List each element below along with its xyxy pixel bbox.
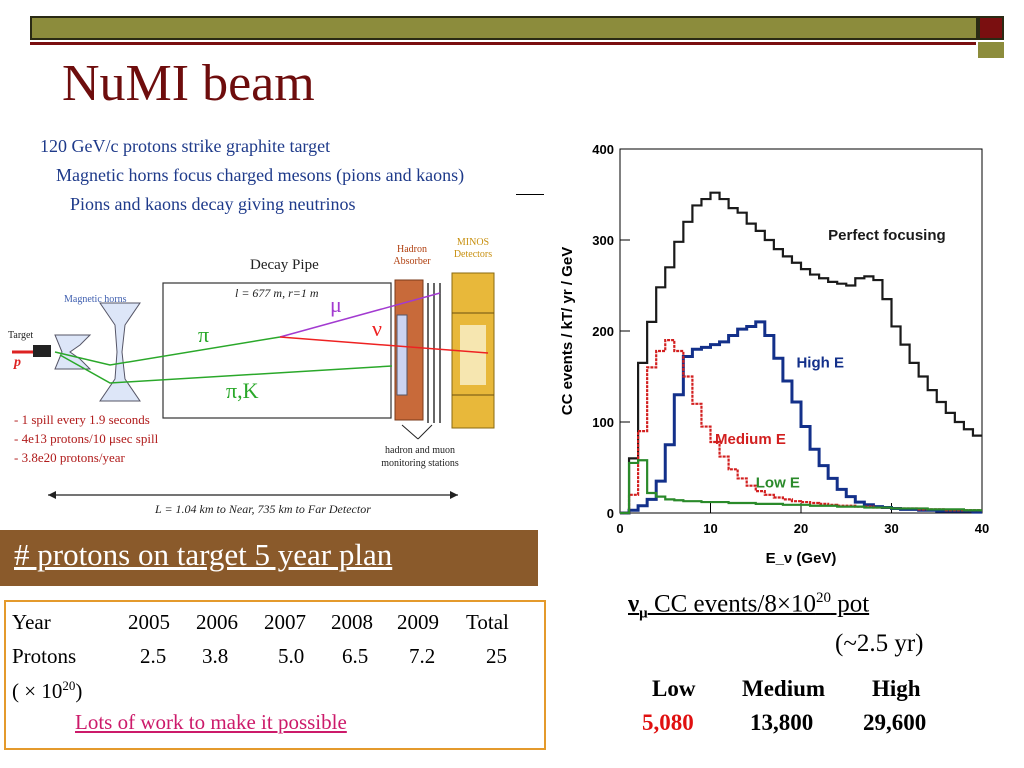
table-value-2007: 5.0 xyxy=(278,644,305,668)
top-decor-square xyxy=(978,42,1004,58)
cc-events-duration: (~2.5 yr) xyxy=(835,630,924,657)
top-decor-bar xyxy=(30,16,978,40)
x-tick-label: 20 xyxy=(794,521,808,536)
table-value-total: 25 xyxy=(486,644,507,668)
top-decor-accent xyxy=(978,16,1004,40)
spill-note-2: - 4e13 protons/10 μsec spill xyxy=(14,431,159,446)
decay-pipe-dims: l = 677 m, r=1 m xyxy=(235,286,319,300)
cc-col-low: Low xyxy=(652,676,696,701)
beamline-diagram xyxy=(12,272,495,499)
y-tick-label: 300 xyxy=(592,233,614,248)
target-shape xyxy=(33,345,51,357)
cc-value-medium: 13,800 xyxy=(750,710,814,735)
cc-value-high: 29,600 xyxy=(863,710,927,735)
table-value-2006: 3.8 xyxy=(202,644,229,668)
banner-title: # protons on target 5 year plan xyxy=(14,537,393,572)
decay-pipe-label: Decay Pipe xyxy=(250,257,319,273)
minos-glow xyxy=(460,325,486,385)
series-label-low-e: Low E xyxy=(756,475,800,492)
diagram-dash xyxy=(516,194,544,195)
intro-line-2: Magnetic horns focus charged mesons (pio… xyxy=(56,165,465,185)
table-value-2005: 2.5 xyxy=(140,644,167,668)
absorber-core xyxy=(396,314,408,396)
pi-label: π xyxy=(198,322,210,347)
mu-label: μ xyxy=(330,292,342,317)
minos-label: MINOS Detectors xyxy=(453,237,493,260)
table-header-2006: 2006 xyxy=(196,610,238,634)
nu-label: ν xyxy=(372,316,382,341)
table-header-2009: 2009 xyxy=(397,610,439,634)
plot-frame xyxy=(619,148,983,514)
cc-col-high: High xyxy=(872,676,921,701)
y-axis-label: CC events / kT/ yr / GeV xyxy=(559,247,576,415)
table-header-year: Year xyxy=(12,610,51,634)
distance-arrow-left xyxy=(48,491,56,499)
y-tick-label: 0 xyxy=(607,506,614,521)
table-value-2008: 6.5 xyxy=(342,644,369,668)
slide-title: NuMI beam xyxy=(62,55,315,112)
intro-line-1: 120 GeV/c protons strike graphite target xyxy=(40,136,331,156)
series-label-perfect-focusing: Perfect focusing xyxy=(828,227,946,244)
muon-track xyxy=(279,292,441,338)
y-tick-label: 100 xyxy=(592,415,614,430)
horn-1 xyxy=(54,334,92,370)
monitor-pointer-2 xyxy=(417,424,433,440)
hadron-absorber-label: Hadron Absorber xyxy=(393,244,431,267)
x-tick-label: 10 xyxy=(703,521,717,536)
distance-arrow-right xyxy=(450,491,458,499)
cc-events-headline: νμ CC events/8×1020 pot xyxy=(628,590,870,622)
spill-note-1: - 1 spill every 1.9 seconds xyxy=(14,412,150,427)
x-tick-label: 40 xyxy=(975,521,989,536)
target-label: Target xyxy=(8,330,34,341)
table-row-label: Protons xyxy=(12,644,77,668)
pion-track xyxy=(54,336,281,366)
series-label-high-e: High E xyxy=(796,354,844,371)
plan-table xyxy=(4,600,546,750)
distance-label: L = 1.04 km to Near, 735 km to Far Detec… xyxy=(155,502,371,516)
y-tick-label: 400 xyxy=(592,142,614,157)
monitoring-label: hadron and muon monitoring stations xyxy=(381,445,459,469)
top-decor-line xyxy=(30,42,976,45)
table-value-2009: 7.2 xyxy=(409,644,436,668)
magnetic-horns-label: Magnetic horns xyxy=(64,294,127,305)
series-label-medium-e: Medium E xyxy=(715,431,786,448)
table-unit-label: ( × 1020) xyxy=(12,678,83,703)
y-tick-label: 200 xyxy=(592,324,614,339)
horn-2 xyxy=(99,302,141,402)
neutrino-track xyxy=(279,336,489,354)
table-header-2005: 2005 xyxy=(128,610,170,634)
x-tick-label: 30 xyxy=(884,521,898,536)
banner-bg xyxy=(0,530,538,586)
spill-note-3: - 3.8e20 protons/year xyxy=(14,450,125,465)
cc-col-medium: Medium xyxy=(742,676,826,701)
x-tick-label: 0 xyxy=(616,521,623,536)
series-line-low-e xyxy=(620,459,982,515)
monitor-pointer-1 xyxy=(401,424,419,440)
cc-value-low: 5,080 xyxy=(642,710,694,735)
table-header-2008: 2008 xyxy=(331,610,373,634)
pik-label: π,K xyxy=(226,378,259,403)
table-header-2007: 2007 xyxy=(264,610,306,634)
x-axis-label: E_ν (GeV) xyxy=(766,550,837,567)
proton-label: p xyxy=(14,355,21,370)
intro-line-3: Pions and kaons decay giving neutrinos xyxy=(70,194,356,214)
series-line-perfect-focusing xyxy=(620,191,982,515)
possible-work-link[interactable]: Lots of work to make it possible xyxy=(75,710,347,734)
decay-pipe-box xyxy=(162,282,392,419)
pik-track xyxy=(59,354,393,384)
table-header-total: Total xyxy=(466,610,509,634)
